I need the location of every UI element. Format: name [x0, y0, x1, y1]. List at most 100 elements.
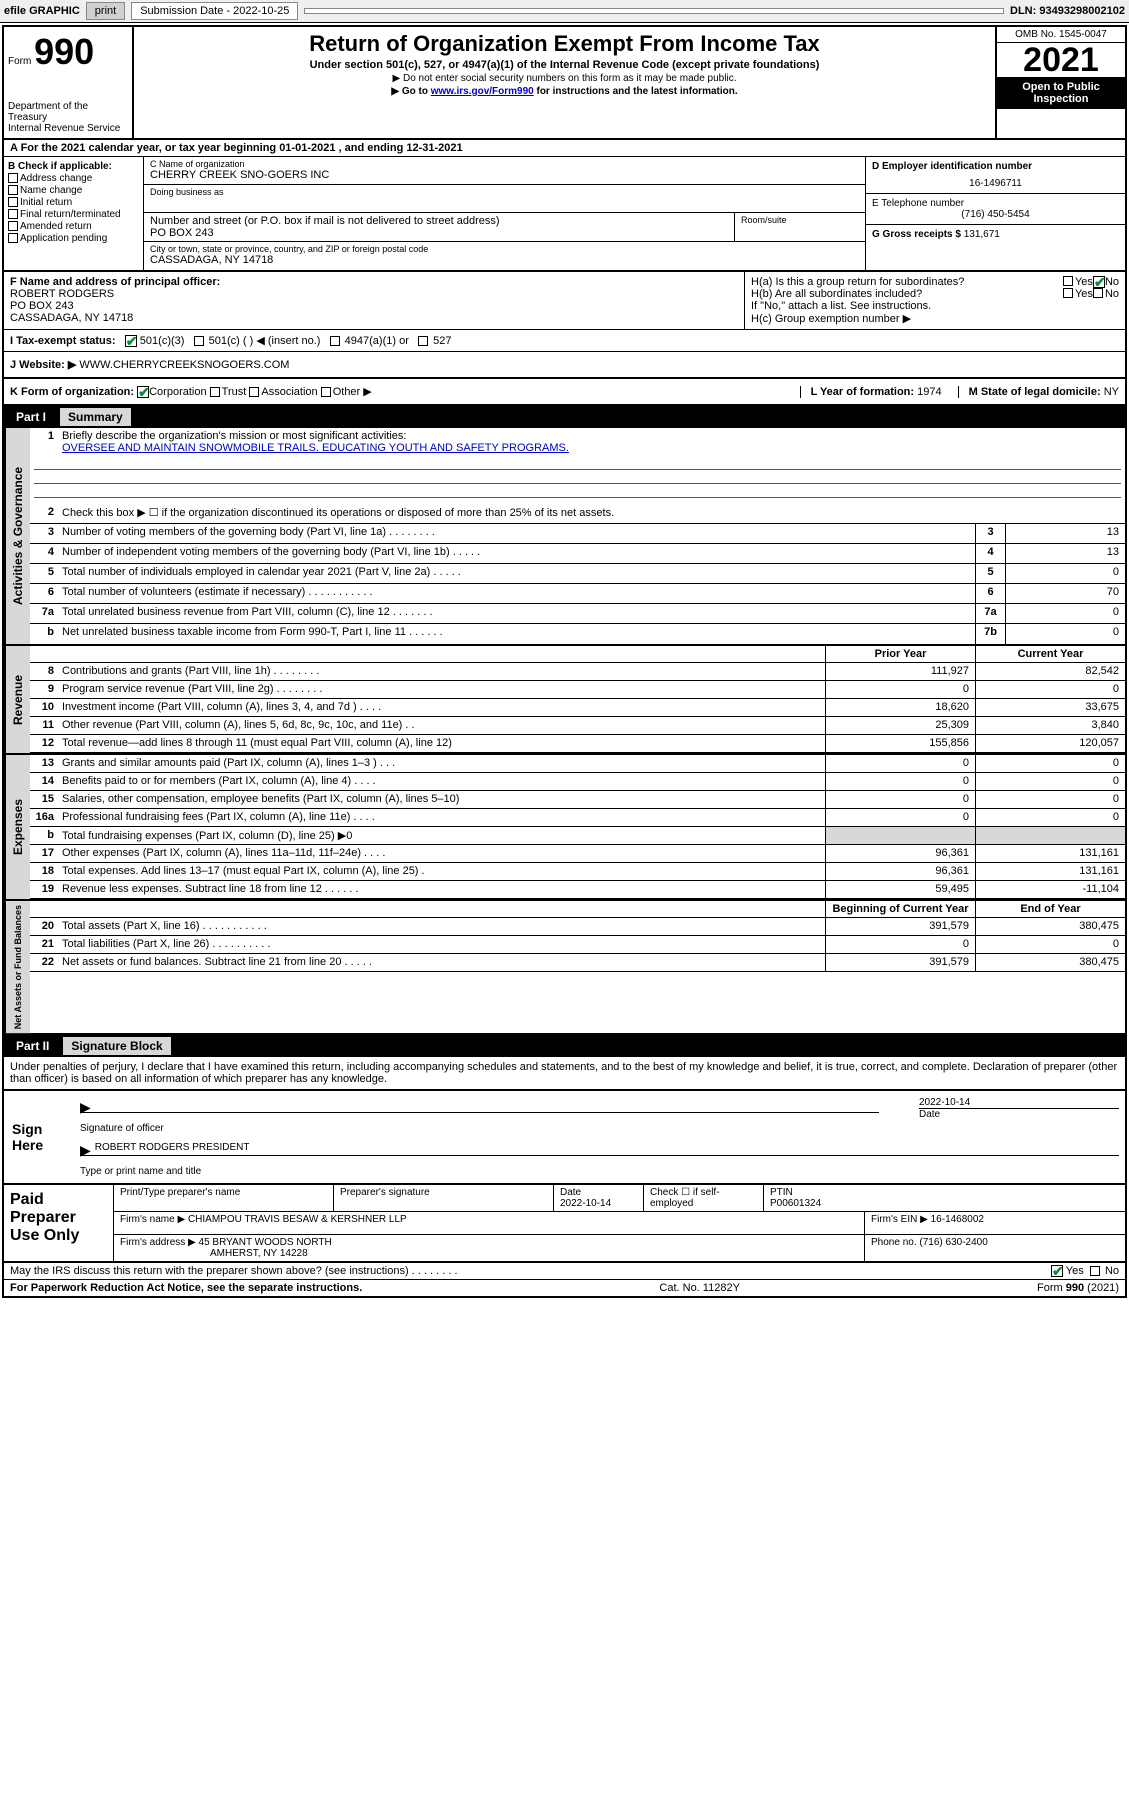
discuss-yes-checkbox[interactable]: [1051, 1265, 1063, 1277]
note2-suffix: for instructions and the latest informat…: [534, 86, 738, 97]
current-val: 0: [975, 773, 1125, 790]
irs-link[interactable]: www.irs.gov/Form990: [431, 86, 534, 97]
form-subtitle: Under section 501(c), 527, or 4947(a)(1)…: [140, 59, 989, 71]
line-num: 4: [30, 544, 58, 563]
current-val: 82,542: [975, 663, 1125, 680]
cb-501c3[interactable]: [125, 335, 137, 347]
gross-label: G Gross receipts $: [872, 229, 961, 240]
data-line: 11 Other revenue (Part VIII, column (A),…: [30, 717, 1125, 735]
ha-no-checkbox[interactable]: [1093, 276, 1105, 288]
prior-val: 391,579: [825, 918, 975, 935]
cb-final-return[interactable]: Final return/terminated: [8, 209, 139, 220]
preparer-label: Paid Preparer Use Only: [4, 1185, 114, 1261]
current-val: -11,104: [975, 881, 1125, 898]
revenue-body: Prior Year Current Year 8 Contributions …: [30, 646, 1125, 753]
line-box: 3: [975, 524, 1005, 543]
line-num: 22: [30, 954, 58, 971]
cb-initial-return[interactable]: Initial return: [8, 197, 139, 208]
line-desc: Total liabilities (Part X, line 26) . . …: [58, 936, 825, 953]
data-line: 12 Total revenue—add lines 8 through 11 …: [30, 735, 1125, 753]
cb-address-change[interactable]: Address change: [8, 173, 139, 184]
prep-check-label: Check ☐ if self-employed: [644, 1185, 764, 1211]
print-button[interactable]: print: [86, 2, 125, 20]
netassets-body: Beginning of Current Year End of Year 20…: [30, 901, 1125, 1033]
col-mid: C Name of organization CHERRY CREEK SNO-…: [144, 157, 865, 270]
revenue-section: Revenue Prior Year Current Year 8 Contri…: [4, 646, 1125, 755]
cb-name-change[interactable]: Name change: [8, 185, 139, 196]
year-formation: L Year of formation: 1974: [800, 386, 942, 398]
firm-ein-cell: Firm's EIN ▶ 16-1468002: [865, 1212, 1125, 1234]
line-num: 12: [30, 735, 58, 752]
city-label: City or town, state or province, country…: [150, 244, 859, 254]
data-line: 14 Benefits paid to or for members (Part…: [30, 773, 1125, 791]
period-row: A For the 2021 calendar year, or tax yea…: [4, 140, 1125, 157]
data-line: 21 Total liabilities (Part X, line 26) .…: [30, 936, 1125, 954]
netassets-section: Net Assets or Fund Balances Beginning of…: [4, 901, 1125, 1035]
current-val: 0: [975, 681, 1125, 698]
dba-label: Doing business as: [150, 187, 859, 197]
tax-year: 2021: [997, 43, 1125, 77]
form-990-container: Form 990 Department of the Treasury Inte…: [2, 25, 1127, 1298]
ha-yes: Yes: [1075, 276, 1093, 288]
line-num: 6: [30, 584, 58, 603]
footer-row: For Paperwork Reduction Act Notice, see …: [4, 1280, 1125, 1296]
data-line: 22 Net assets or fund balances. Subtract…: [30, 954, 1125, 972]
col-b-header: B Check if applicable:: [8, 161, 139, 172]
line-num: 15: [30, 791, 58, 808]
sign-here-body: ▶ Signature of officer 2022-10-14 Date ▶…: [74, 1091, 1125, 1183]
netassets-headers: Beginning of Current Year End of Year: [30, 901, 1125, 918]
prior-val: 59,495: [825, 881, 975, 898]
org-name-label: C Name of organization: [150, 159, 859, 169]
line-val: 0: [1005, 624, 1125, 644]
opt-501c3: 501(c)(3): [140, 335, 185, 347]
line-desc: Other revenue (Part VIII, column (A), li…: [58, 717, 825, 734]
cb-corporation[interactable]: [137, 386, 149, 398]
blueline-2: [34, 470, 1121, 484]
current-val: 0: [975, 936, 1125, 953]
inspection-label: Open to Public Inspection: [997, 77, 1125, 109]
org-name-cell: C Name of organization CHERRY CREEK SNO-…: [144, 157, 865, 185]
current-val: 131,161: [975, 845, 1125, 862]
data-line: 20 Total assets (Part X, line 16) . . . …: [30, 918, 1125, 936]
sign-here-label: Sign Here: [4, 1091, 74, 1183]
governance-line: 2 Check this box ▶ ☐ if the organization…: [30, 504, 1125, 524]
header-center: Return of Organization Exempt From Incom…: [134, 27, 995, 138]
line-box: 6: [975, 584, 1005, 603]
mission-text: OVERSEE AND MAINTAIN SNOWMOBILE TRAILS. …: [62, 442, 569, 454]
data-line: 16a Professional fundraising fees (Part …: [30, 809, 1125, 827]
hb-no: No: [1105, 288, 1119, 300]
prior-val: 391,579: [825, 954, 975, 971]
data-line: 18 Total expenses. Add lines 13–17 (must…: [30, 863, 1125, 881]
phone-value: (716) 450-5454: [872, 209, 1119, 220]
vlabel-netassets: Net Assets or Fund Balances: [4, 901, 30, 1033]
line-desc: Total revenue—add lines 8 through 11 (mu…: [58, 735, 825, 752]
opt-trust: Trust: [222, 386, 247, 398]
line-box: 5: [975, 564, 1005, 583]
form-header: Form 990 Department of the Treasury Inte…: [4, 27, 1125, 140]
discuss-answers: Yes No: [1051, 1265, 1119, 1277]
website-value: WWW.CHERRYCREEKSNOGOERS.COM: [79, 359, 289, 371]
cb-amended-return[interactable]: Amended return: [8, 221, 139, 232]
prep-print-label: Print/Type preparer's name: [114, 1185, 334, 1211]
form-note1: ▶ Do not enter social security numbers o…: [140, 73, 989, 84]
governance-line: 5 Total number of individuals employed i…: [30, 564, 1125, 584]
line-desc: Revenue less expenses. Subtract line 18 …: [58, 881, 825, 898]
current-val: 380,475: [975, 918, 1125, 935]
line-desc: Check this box ▶ ☐ if the organization d…: [58, 504, 1125, 523]
governance-line: 7a Total unrelated business revenue from…: [30, 604, 1125, 624]
ein-value: 16-1496711: [872, 178, 1119, 189]
opt-4947: 4947(a)(1) or: [345, 335, 409, 347]
efile-topbar: efile GRAPHIC print Submission Date - 20…: [0, 0, 1129, 23]
governance-line: 3 Number of voting members of the govern…: [30, 524, 1125, 544]
line-num: 20: [30, 918, 58, 935]
sign-here-block: Sign Here ▶ Signature of officer 2022-10…: [4, 1091, 1125, 1185]
penalties-text: Under penalties of perjury, I declare th…: [4, 1057, 1125, 1091]
cb-application-pending[interactable]: Application pending: [8, 233, 139, 244]
part2-title: Signature Block: [63, 1037, 170, 1055]
part2-header: Part II Signature Block: [4, 1035, 1125, 1057]
room-label: Room/suite: [735, 213, 865, 241]
prior-val: 155,856: [825, 735, 975, 752]
sig-date: 2022-10-14: [919, 1097, 1119, 1108]
line-num: 18: [30, 863, 58, 880]
current-val: 3,840: [975, 717, 1125, 734]
